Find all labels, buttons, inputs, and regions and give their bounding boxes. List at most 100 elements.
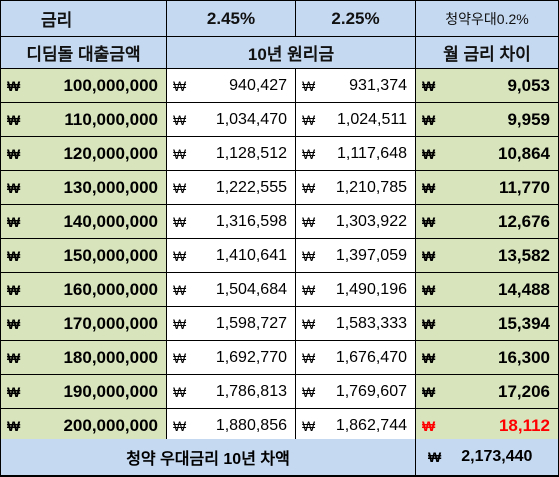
payment-225-cell: ₩1,490,196 <box>296 273 416 307</box>
header-ten-year-payment: 10년 원리금 <box>167 37 416 69</box>
won-sign: ₩ <box>173 247 187 264</box>
monthly-diff-cell-value: 18,112 <box>498 415 550 435</box>
payment-245-cell-value: 1,222,555 <box>215 178 287 196</box>
monthly-diff-cell-value: 10,864 <box>498 143 550 163</box>
payment-245-cell-value: 1,598,727 <box>215 314 287 332</box>
monthly-diff-cell: ₩16,300 <box>416 341 558 375</box>
won-sign: ₩ <box>302 349 316 366</box>
won-sign: ₩ <box>7 213 21 230</box>
payment-225-cell-value: 1,676,470 <box>335 348 407 366</box>
header-rate-label-text: 금리 <box>41 11 73 30</box>
won-sign: ₩ <box>302 179 316 196</box>
payment-225-cell-value: 1,397,059 <box>335 246 407 264</box>
won-sign: ₩ <box>302 145 316 162</box>
header-rate-225: 2.25% <box>296 1 416 37</box>
payment-225-cell: ₩1,769,607 <box>296 375 416 409</box>
payment-245-cell-value: 1,692,770 <box>215 348 287 366</box>
table-row: ₩170,000,000 ₩1,598,727 ₩1,583,333 ₩15,394 <box>1 307 558 341</box>
table-row: ₩150,000,000 ₩1,410,641 ₩1,397,059 ₩13,582 <box>1 239 558 273</box>
payment-245-cell: ₩1,504,684 <box>167 273 296 307</box>
monthly-diff-cell-value: 16,300 <box>498 347 550 367</box>
won-sign: ₩ <box>302 315 316 332</box>
won-sign: ₩ <box>422 77 436 94</box>
won-sign: ₩ <box>428 449 442 465</box>
header-rate-225-text: 2.25% <box>331 8 380 28</box>
payment-225-cell: ₩1,397,059 <box>296 239 416 273</box>
header-loan-amount-text: 디딤돌 대출금액 <box>26 45 141 64</box>
payment-225-cell: ₩1,583,333 <box>296 307 416 341</box>
won-sign: ₩ <box>302 247 316 264</box>
won-sign: ₩ <box>422 111 436 128</box>
won-sign: ₩ <box>173 111 187 128</box>
payment-245-cell: ₩1,222,555 <box>167 171 296 205</box>
payment-245-cell: ₩1,692,770 <box>167 341 296 375</box>
payment-225-cell-value: 1,117,648 <box>337 144 407 162</box>
won-sign: ₩ <box>422 383 436 400</box>
payment-225-cell-value: 1,769,607 <box>335 382 407 400</box>
header-ten-year-payment-text: 10년 원리금 <box>247 45 335 64</box>
payment-225-cell-value: 931,374 <box>349 76 407 94</box>
won-sign: ₩ <box>7 77 21 94</box>
loan-amount-cell-value: 150,000,000 <box>63 245 158 265</box>
monthly-diff-cell-value: 17,206 <box>498 381 550 401</box>
won-sign: ₩ <box>173 383 187 400</box>
won-sign: ₩ <box>422 315 436 332</box>
header-monthly-difference-text: 월 금리 차이 <box>443 45 531 64</box>
table-row: ₩200,000,000 ₩1,880,856 ₩1,862,744 ₩18,112 <box>1 409 558 443</box>
loan-amount-cell: ₩200,000,000 <box>1 409 167 443</box>
payment-225-cell-value: 1,862,744 <box>335 416 407 434</box>
payment-225-cell: ₩1,862,744 <box>296 409 416 443</box>
header-row-rates: 금리 2.45% 2.25% 청약우대0.2% <box>1 1 558 37</box>
payment-245-cell-value: 1,880,856 <box>215 416 287 434</box>
won-sign: ₩ <box>302 213 316 230</box>
monthly-diff-cell: ₩18,112 <box>416 409 558 443</box>
payment-225-cell: ₩1,117,648 <box>296 137 416 171</box>
won-sign: ₩ <box>173 179 187 196</box>
won-sign: ₩ <box>302 111 316 128</box>
monthly-diff-cell-value: 11,770 <box>498 177 550 197</box>
loan-amount-cell-value: 180,000,000 <box>63 347 158 367</box>
footer-total-value-text: 2,173,440 <box>461 448 533 465</box>
header-row-titles: 디딤돌 대출금액 10년 원리금 월 금리 차이 <box>1 37 558 69</box>
monthly-diff-cell: ₩12,676 <box>416 205 558 239</box>
won-sign: ₩ <box>7 247 21 264</box>
monthly-diff-cell: ₩9,959 <box>416 103 558 137</box>
payment-225-cell-value: 1,490,196 <box>335 280 407 298</box>
footer-row: 청약 우대금리 10년 차액 ₩ 2,173,440 <box>1 439 558 476</box>
monthly-diff-cell: ₩9,053 <box>416 69 558 103</box>
payment-245-cell: ₩1,410,641 <box>167 239 296 273</box>
loan-amount-cell-value: 200,000,000 <box>63 415 158 435</box>
header-preferential-rate: 청약우대0.2% <box>416 1 558 37</box>
won-sign: ₩ <box>302 417 316 434</box>
payment-245-cell: ₩1,598,727 <box>167 307 296 341</box>
won-sign: ₩ <box>422 417 436 434</box>
monthly-diff-cell: ₩17,206 <box>416 375 558 409</box>
header-loan-amount: 디딤돌 대출금액 <box>1 37 167 69</box>
payment-225-cell: ₩1,303,922 <box>296 205 416 239</box>
footer-total-label-text: 청약 우대금리 10년 차액 <box>126 451 290 468</box>
table-row: ₩130,000,000 ₩1,222,555 ₩1,210,785 ₩11,770 <box>1 171 558 205</box>
payment-245-cell-value: 1,410,641 <box>215 246 287 264</box>
won-sign: ₩ <box>173 77 187 94</box>
footer-total-label: 청약 우대금리 10년 차액 <box>1 439 416 476</box>
won-sign: ₩ <box>173 349 187 366</box>
loan-amount-cell-value: 100,000,000 <box>63 75 158 95</box>
won-sign: ₩ <box>173 315 187 332</box>
payment-225-cell: ₩1,676,470 <box>296 341 416 375</box>
table-row: ₩110,000,000 ₩1,034,470 ₩1,024,511 ₩9,959 <box>1 103 558 137</box>
won-sign: ₩ <box>422 247 436 264</box>
monthly-diff-cell-value: 9,053 <box>507 75 550 95</box>
won-sign: ₩ <box>7 417 21 434</box>
table-row: ₩120,000,000 ₩1,128,512 ₩1,117,648 ₩10,864 <box>1 137 558 171</box>
won-sign: ₩ <box>173 281 187 298</box>
payment-245-cell: ₩1,786,813 <box>167 375 296 409</box>
monthly-diff-cell-value: 12,676 <box>498 211 550 231</box>
monthly-diff-cell: ₩11,770 <box>416 171 558 205</box>
won-sign: ₩ <box>7 383 21 400</box>
table-row: ₩100,000,000 ₩940,427 ₩931,374 ₩9,053 <box>1 69 558 103</box>
payment-225-cell: ₩1,210,785 <box>296 171 416 205</box>
header-monthly-difference: 월 금리 차이 <box>416 37 558 69</box>
payment-225-cell-value: 1,583,333 <box>335 314 407 332</box>
payment-245-cell-value: 1,504,684 <box>215 280 287 298</box>
loan-amount-cell-value: 120,000,000 <box>63 143 158 163</box>
